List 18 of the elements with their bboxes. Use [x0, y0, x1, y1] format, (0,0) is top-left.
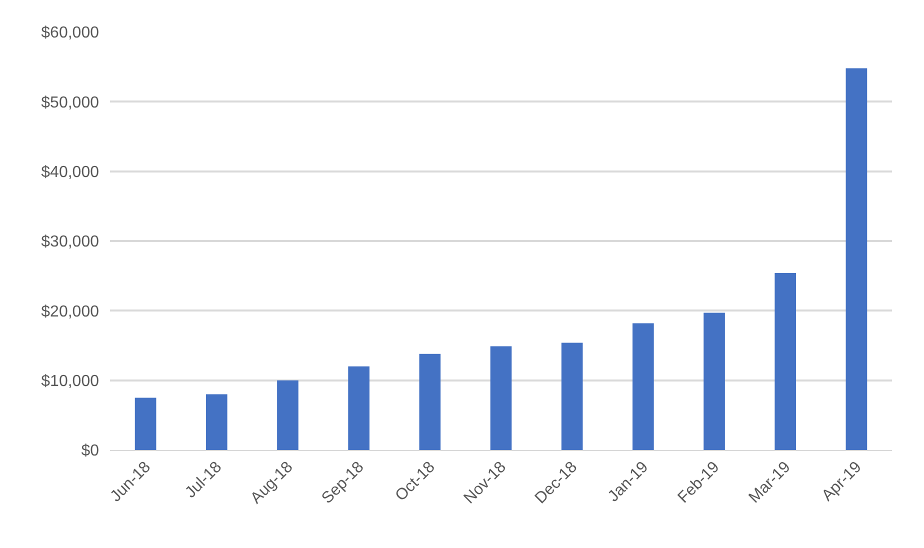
y-tick-label: $30,000 [41, 234, 100, 251]
bar [419, 354, 441, 450]
bar [846, 68, 868, 450]
y-tick-label: $50,000 [41, 94, 100, 112]
bar [277, 380, 298, 450]
bar [134, 398, 156, 450]
bar [774, 273, 796, 450]
y-tick-label: $40,000 [41, 164, 100, 181]
bar [632, 323, 654, 450]
y-tick-label: $0 [81, 442, 100, 460]
y-tick-label: $60,000 [41, 24, 100, 42]
bar [561, 342, 583, 450]
bar [206, 394, 228, 450]
y-tick-label: $20,000 [41, 303, 100, 320]
y-tick-label: $10,000 [41, 372, 100, 390]
bar [490, 346, 512, 450]
bar [704, 312, 725, 450]
bar [348, 366, 370, 450]
